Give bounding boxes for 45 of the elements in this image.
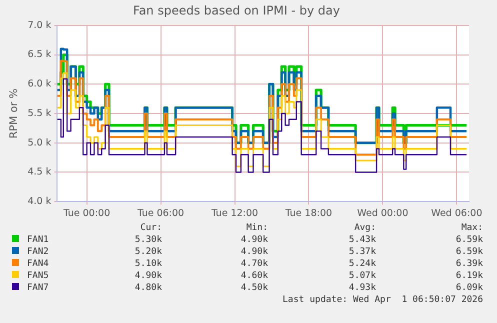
y-tick-label: 5.5 k <box>28 108 52 119</box>
text: 5.07k <box>348 270 376 282</box>
y-tick-label: 6.0 k <box>28 78 52 90</box>
text: 5.24k <box>348 258 376 270</box>
y-axis-title: RPM or % <box>8 88 20 139</box>
y-tick-label: 4.0 k <box>28 196 52 208</box>
text: 4.60k <box>240 270 268 282</box>
text: 4.80k <box>134 282 162 294</box>
y-tick-label: 6.5 k <box>28 49 52 60</box>
text: 6.09k <box>454 282 483 294</box>
text: 5.20k <box>134 246 162 258</box>
text: 6.39k <box>454 258 483 270</box>
y-tick-label: 4.5 k <box>28 166 52 178</box>
x-tick-label: Wed 06:00 <box>431 208 482 219</box>
text: 6.19k <box>454 270 483 282</box>
chart-title: Fan speeds based on IPMI - by day <box>133 3 340 18</box>
text: 4.90k <box>134 270 162 282</box>
text: 4.90k <box>240 246 268 258</box>
x-tick-label: Wed 00:00 <box>357 208 408 219</box>
text: Avg: <box>353 222 376 234</box>
legend-label: FAN2 <box>26 246 50 258</box>
text: 4.50k <box>240 282 268 294</box>
text: 5.43k <box>348 234 376 246</box>
legend-label: FAN7 <box>26 282 50 294</box>
text: 4.70k <box>240 258 268 270</box>
text: 5.37k <box>348 246 376 258</box>
x-tick-label: Tue 00:00 <box>62 208 110 219</box>
text: 5.30k <box>134 234 162 246</box>
x-tick-label: Tue 06:00 <box>136 208 184 219</box>
legend-label: FAN5 <box>26 270 50 282</box>
text: 4.93k <box>348 282 376 294</box>
legend-label: FAN1 <box>26 234 50 246</box>
x-tick-label: Tue 18:00 <box>284 208 332 219</box>
text: 6.59k <box>454 234 483 246</box>
text: 6.59k <box>454 246 483 258</box>
text: Min: <box>245 222 268 234</box>
x-tick-label: Tue 12:00 <box>210 208 258 219</box>
text: Last update: Wed Apr 1 06:50:07 2026 <box>282 294 483 306</box>
text: Max: <box>460 222 483 234</box>
y-tick-label: 7.0 k <box>28 20 52 31</box>
text: Cur: <box>139 222 162 234</box>
text: 4.90k <box>240 234 268 246</box>
text: 5.10k <box>134 258 162 270</box>
y-tick-label: 5.0 k <box>28 137 52 148</box>
legend-label: FAN4 <box>26 258 50 270</box>
